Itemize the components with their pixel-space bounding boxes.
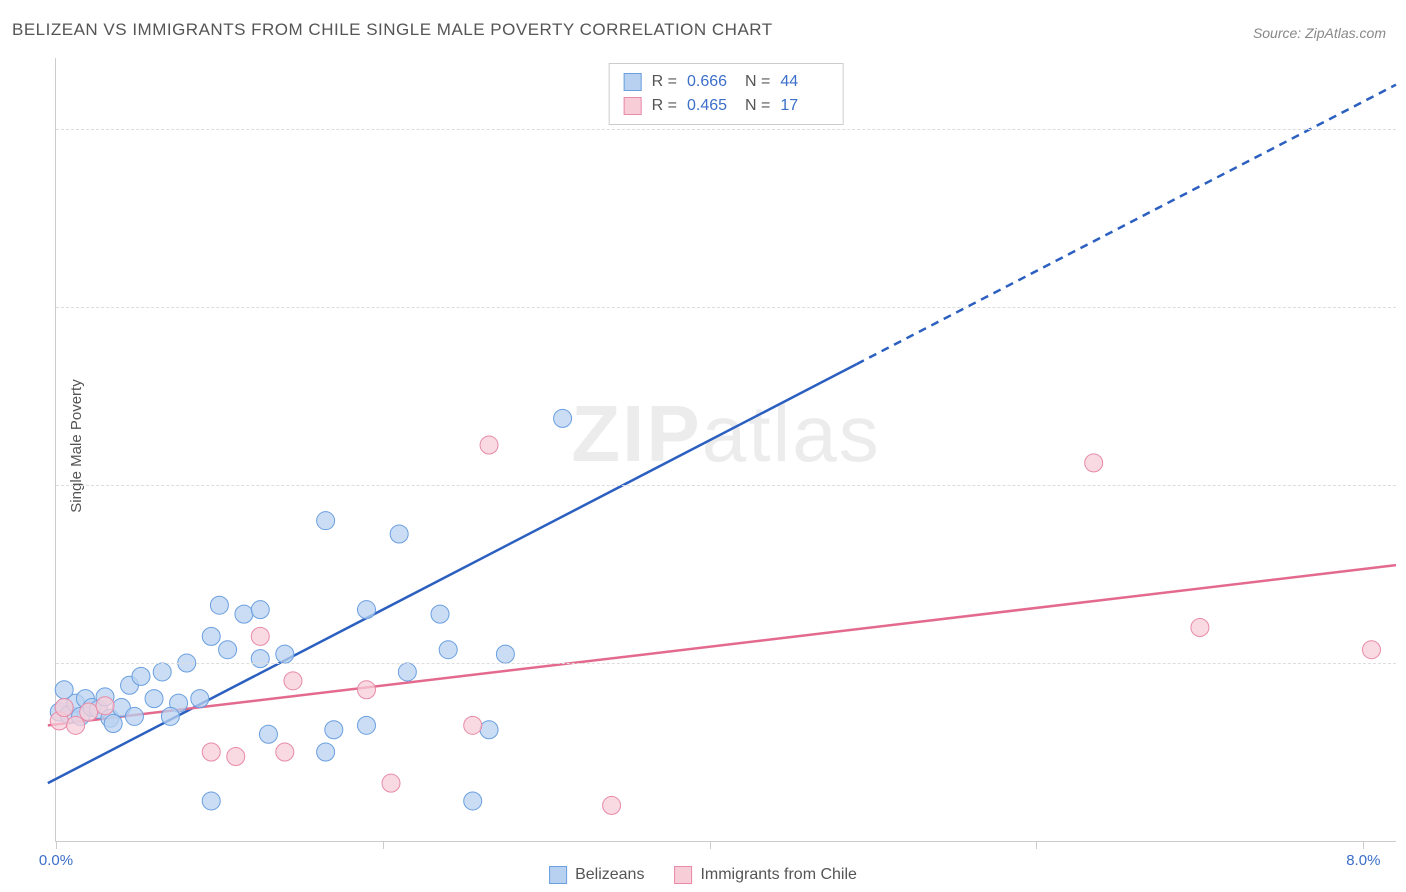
scatter-point-belizeans <box>325 721 343 739</box>
scatter-point-chile <box>251 627 269 645</box>
scatter-point-chile <box>480 436 498 454</box>
scatter-point-belizeans <box>132 667 150 685</box>
scatter-point-belizeans <box>202 627 220 645</box>
legend-label-belizeans: Belizeans <box>575 866 644 884</box>
scatter-point-chile <box>96 697 114 715</box>
scatter-point-belizeans <box>317 512 335 530</box>
x-tick-label: 8.0% <box>1346 852 1380 869</box>
scatter-point-chile <box>357 681 375 699</box>
scatter-point-chile <box>55 699 73 717</box>
scatter-point-chile <box>1191 618 1209 636</box>
regression-line-dashed-belizeans <box>857 85 1396 364</box>
bottom-legend: Belizeans Immigrants from Chile <box>549 866 857 884</box>
stats-swatch-belizeans <box>624 73 642 91</box>
legend-label-chile: Immigrants from Chile <box>700 866 856 884</box>
stats-row-belizeans: R = 0.666 N = 44 <box>624 70 829 94</box>
legend-item-belizeans: Belizeans <box>549 866 644 884</box>
scatter-point-belizeans <box>210 596 228 614</box>
x-tick <box>383 841 384 849</box>
scatter-point-belizeans <box>464 792 482 810</box>
stats-n-label: N = <box>745 94 770 118</box>
y-tick-label: 40.0% <box>1401 477 1406 494</box>
scatter-point-chile <box>80 703 98 721</box>
scatter-point-chile <box>603 796 621 814</box>
stats-swatch-chile <box>624 97 642 115</box>
scatter-point-belizeans <box>496 645 514 663</box>
x-tick-label: 0.0% <box>39 852 73 869</box>
scatter-point-belizeans <box>235 605 253 623</box>
stats-row-chile: R = 0.465 N = 17 <box>624 94 829 118</box>
scatter-point-chile <box>67 716 85 734</box>
stats-n-label: N = <box>745 70 770 94</box>
scatter-point-chile <box>1362 641 1380 659</box>
gridline-h <box>56 663 1396 664</box>
gridline-h <box>56 129 1396 130</box>
scatter-point-belizeans <box>357 716 375 734</box>
scatter-point-belizeans <box>439 641 457 659</box>
y-tick-label: 20.0% <box>1401 655 1406 672</box>
stats-box: R = 0.666 N = 44 R = 0.465 N = 17 <box>609 63 844 125</box>
legend-swatch-chile <box>674 866 692 884</box>
scatter-point-belizeans <box>554 409 572 427</box>
x-tick <box>1036 841 1037 849</box>
scatter-point-chile <box>276 743 294 761</box>
stats-n-value: 17 <box>780 94 828 118</box>
scatter-point-belizeans <box>357 601 375 619</box>
scatter-point-belizeans <box>276 645 294 663</box>
scatter-point-chile <box>382 774 400 792</box>
stats-r-value: 0.465 <box>687 94 735 118</box>
scatter-point-chile <box>464 716 482 734</box>
scatter-point-belizeans <box>202 792 220 810</box>
scatter-point-belizeans <box>191 690 209 708</box>
stats-n-value: 44 <box>780 70 828 94</box>
gridline-h <box>56 485 1396 486</box>
scatter-point-belizeans <box>125 707 143 725</box>
scatter-point-belizeans <box>398 663 416 681</box>
x-tick <box>710 841 711 849</box>
gridline-h <box>56 307 1396 308</box>
scatter-point-belizeans <box>161 707 179 725</box>
scatter-point-belizeans <box>317 743 335 761</box>
scatter-point-chile <box>202 743 220 761</box>
scatter-point-chile <box>1085 454 1103 472</box>
plot-area: ZIPatlas R =0.666N =44R =0.465N =17 20.0… <box>55 58 1396 842</box>
scatter-point-belizeans <box>104 715 122 733</box>
y-tick-label: 80.0% <box>1401 121 1406 138</box>
scatter-point-belizeans <box>55 681 73 699</box>
source-label: Source: ZipAtlas.com <box>1253 25 1386 41</box>
chart-title: BELIZEAN VS IMMIGRANTS FROM CHILE SINGLE… <box>12 20 773 40</box>
scatter-point-belizeans <box>251 601 269 619</box>
scatter-point-belizeans <box>251 650 269 668</box>
x-tick <box>1363 841 1364 849</box>
scatter-point-belizeans <box>431 605 449 623</box>
legend-swatch-belizeans <box>549 866 567 884</box>
regression-line-chile <box>48 565 1396 725</box>
stats-r-label: R = <box>652 70 677 94</box>
chart-svg <box>56 58 1396 841</box>
stats-r-label: R = <box>652 94 677 118</box>
scatter-point-chile <box>284 672 302 690</box>
scatter-point-belizeans <box>390 525 408 543</box>
y-tick-label: 60.0% <box>1401 299 1406 316</box>
scatter-point-belizeans <box>145 690 163 708</box>
scatter-point-belizeans <box>153 663 171 681</box>
stats-r-value: 0.666 <box>687 70 735 94</box>
scatter-point-belizeans <box>259 725 277 743</box>
legend-item-chile: Immigrants from Chile <box>674 866 856 884</box>
scatter-point-chile <box>227 747 245 765</box>
scatter-point-belizeans <box>219 641 237 659</box>
scatter-point-belizeans <box>480 721 498 739</box>
x-tick <box>56 841 57 849</box>
